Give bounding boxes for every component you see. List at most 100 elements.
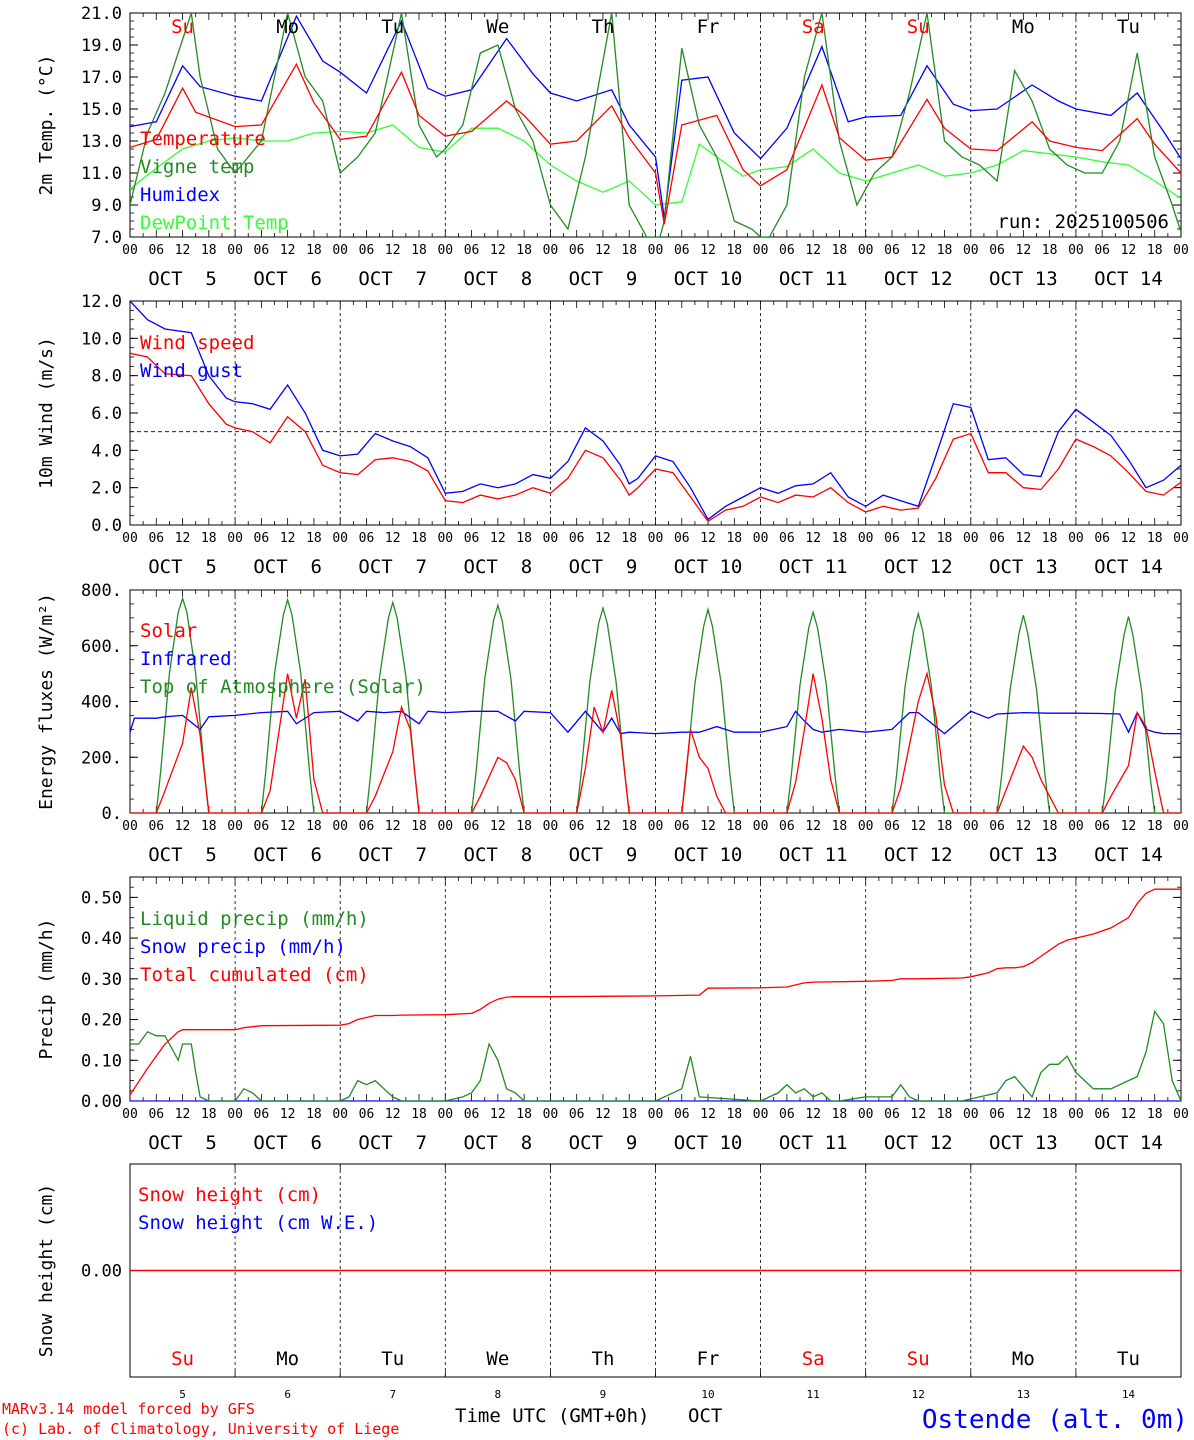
date-label: OCT 13 [989,844,1058,866]
hour-label: 06 [464,531,480,546]
hour-label: 06 [359,531,375,546]
weekday-label: Fr [697,16,720,38]
day-number-label: 6 [284,1388,291,1401]
date-label: OCT 6 [253,844,322,866]
series-line-humidex [130,14,1181,218]
hour-label: 12 [595,1107,611,1122]
hour-label: 18 [1042,1107,1058,1122]
y-axis-title: Snow height (cm) [36,1184,57,1357]
hour-label: 06 [674,1107,690,1122]
hour-label: 00 [963,531,979,546]
hour-label: 00 [963,1107,979,1122]
weekday-label: Tu [1117,16,1140,38]
weekday-label: Fr [697,1348,720,1370]
hour-label: 06 [1094,819,1110,834]
hour-label: 18 [1147,1107,1163,1122]
date-label: OCT 8 [464,268,533,290]
hour-label: 06 [148,243,164,258]
hour-label: 00 [963,819,979,834]
hour-label: 18 [411,819,427,834]
station-name: Ostende (alt. 0m) [922,1405,1188,1435]
run-label: run: 2025100506 [997,211,1169,233]
series-line-vigne-temp [130,13,1181,237]
legend-entry: Total cumulated (cm) [140,964,369,986]
date-label: OCT 12 [884,556,953,578]
hour-label: 06 [884,243,900,258]
hour-label: 12 [385,819,401,834]
hour-label: 00 [332,1107,348,1122]
hour-label: 18 [1042,243,1058,258]
hour-label: 18 [832,243,848,258]
date-label: OCT 12 [884,268,953,290]
date-label: OCT 5 [148,1132,217,1154]
y-axis-title: 10m Wind (m/s) [36,337,57,489]
hour-label: 06 [884,1107,900,1122]
date-label: OCT 6 [253,1132,322,1154]
y-tick-label: 7.0 [91,228,122,248]
y-tick-label: 0.00 [81,1262,122,1282]
hour-label: 06 [989,1107,1005,1122]
hour-label: 06 [359,243,375,258]
hour-label: 12 [1121,1107,1137,1122]
date-label: OCT 13 [989,556,1058,578]
weekday-label: Su [907,1348,930,1370]
hour-label: 18 [832,531,848,546]
legend-entry: Vigne temp [140,156,254,178]
hour-label: 12 [175,243,191,258]
hour-label: 00 [543,819,559,834]
y-axis-title: 2m Temp. (°C) [36,55,57,196]
date-label: OCT 14 [1094,1132,1163,1154]
date-label: OCT 12 [884,844,953,866]
y-tick-label: 0.40 [81,929,122,949]
date-label: OCT 7 [358,268,427,290]
hour-label: 12 [280,243,296,258]
hour-label: 18 [411,243,427,258]
hour-label: 00 [648,819,664,834]
hour-label: 06 [254,1107,270,1122]
x-axis-title: Time UTC (GMT+0h) [455,1405,649,1427]
y-tick-label: 10.0 [81,329,122,349]
weekday-label: We [486,1348,509,1370]
hour-label: 18 [411,531,427,546]
y-tick-label: 400. [81,693,122,713]
date-label: OCT 11 [779,268,848,290]
date-label: OCT 12 [884,1132,953,1154]
hour-label: 18 [306,243,322,258]
hour-label: 12 [595,243,611,258]
hour-label: 12 [490,1107,506,1122]
hour-label: 00 [437,819,453,834]
hour-label: 18 [621,531,637,546]
hour-label: 18 [726,819,742,834]
weekday-label: Mo [276,1348,299,1370]
date-label: OCT 11 [779,844,848,866]
date-label: OCT 13 [989,268,1058,290]
hour-label: 06 [569,1107,585,1122]
series-line-top-of-atmosphere-solar- [130,596,1181,813]
date-label: OCT 5 [148,556,217,578]
hour-label: 06 [779,819,795,834]
series-line-total-cumulated-cm- [130,888,1181,1096]
hour-label: 06 [148,531,164,546]
hour-label: 12 [175,1107,191,1122]
legend-entry: Snow precip (mm/h) [140,936,346,958]
hour-label: 06 [254,243,270,258]
y-tick-label: 8.0 [91,367,122,387]
hour-label: 00 [648,531,664,546]
hour-label: 12 [700,531,716,546]
hour-label: 12 [910,243,926,258]
weekday-label: Sa [802,16,825,38]
hour-label: 12 [910,531,926,546]
hour-label: 18 [937,531,953,546]
y-tick-label: 21.0 [81,4,122,24]
legend-entry: Wind speed [140,332,254,354]
legend-entry: Snow height (cm W.E.) [138,1212,378,1234]
hour-label: 00 [227,243,243,258]
hour-label: 00 [543,243,559,258]
hour-label: 00 [332,531,348,546]
hour-label: 00 [1068,1107,1084,1122]
day-number-label: 8 [495,1388,502,1401]
hour-label: 00 [122,243,138,258]
date-label: OCT 13 [989,1132,1058,1154]
hour-label: 18 [1042,819,1058,834]
date-label: OCT 8 [464,556,533,578]
